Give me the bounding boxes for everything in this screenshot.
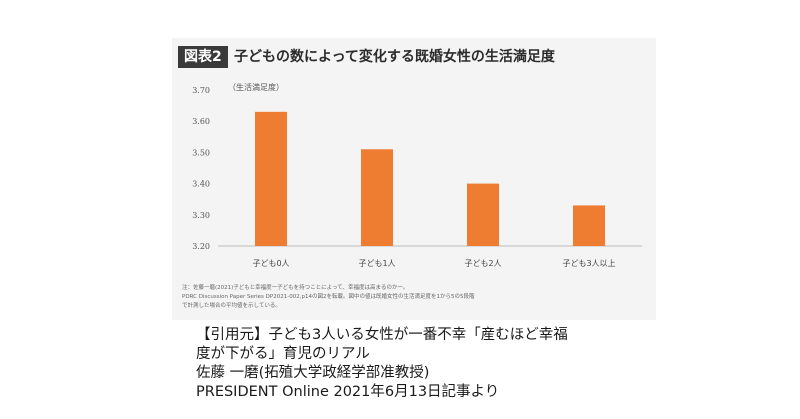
- y-axis-label: （生活満足度）: [228, 82, 284, 92]
- y-tick-label: 3.60: [192, 117, 210, 126]
- y-tick-label: 3.70: [192, 86, 210, 95]
- note-line: PDRC Discussion Paper Series DP2021-002,…: [182, 294, 475, 300]
- y-ticks: 3.20 3.30 3.40 3.50 3.60 3.70: [192, 86, 210, 251]
- y-tick-label: 3.40: [192, 180, 210, 189]
- bar-0: [255, 111, 287, 246]
- category-label: 子ども0人: [252, 259, 289, 268]
- citation-line: PRESIDENT Online 2021年6月13日記事より: [196, 384, 500, 400]
- citation-line: 度が下がる」育児のリアル: [196, 346, 370, 362]
- bar-1: [361, 149, 393, 246]
- figure-label: 図表2: [178, 46, 228, 68]
- y-tick-label: 3.50: [192, 148, 210, 157]
- bar-2: [467, 183, 499, 246]
- citation: 【引用元】子ども3人いる女性が一番不幸「産むほど幸福 度が下がる」育児のリアル …: [196, 326, 656, 402]
- category-label: 子ども1人: [358, 259, 395, 268]
- y-tick-label: 3.30: [192, 211, 210, 220]
- category-labels: 子ども0人 子ども1人 子ども2人 子ども3人以上: [252, 259, 615, 268]
- note-line: 注：佐藤一磨(2021)子どもと幸福度ー子どもを持つことによって、幸福度は高まる…: [182, 285, 409, 291]
- figure-title: 子どもの数によって変化する既婚女性の生活満足度: [234, 49, 555, 65]
- citation-line: 佐藤 一磨(拓殖大学政経学部准教授): [196, 365, 430, 381]
- y-tick-label: 3.20: [192, 242, 210, 251]
- category-label: 子ども2人: [464, 259, 501, 268]
- note-line: で計測した場合の平均値を示している。: [182, 303, 281, 309]
- chart-notes: 注：佐藤一磨(2021)子どもと幸福度ー子どもを持つことによって、幸福度は高まる…: [182, 284, 652, 311]
- bars: [255, 111, 605, 246]
- citation-line: 【引用元】子ども3人いる女性が一番不幸「産むほど幸福: [196, 327, 568, 343]
- bar-3: [573, 205, 605, 246]
- figure-panel: [172, 38, 656, 320]
- category-label: 子ども3人以上: [562, 259, 615, 268]
